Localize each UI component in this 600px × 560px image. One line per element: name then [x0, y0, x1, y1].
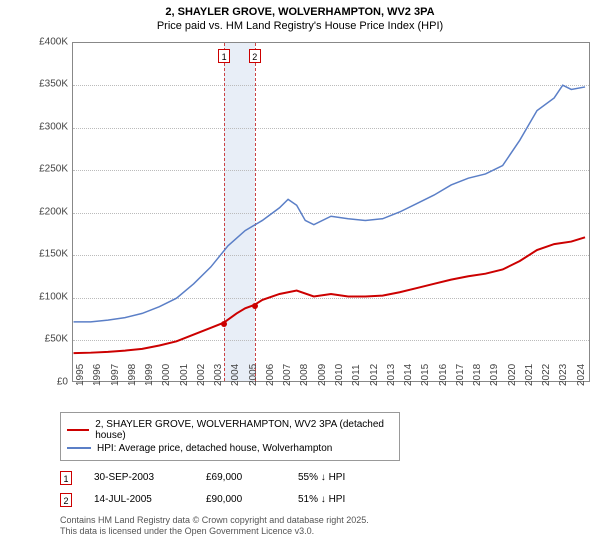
x-axis-label: 2013 — [386, 363, 397, 385]
x-axis-label: 2018 — [472, 363, 483, 385]
events-table: 1 30-SEP-2003 £69,000 55% ↓ HPI 2 14-JUL-2005… — [60, 471, 590, 507]
footer-line: This data is licensed under the Open Gov… — [60, 526, 590, 538]
x-axis-label: 1999 — [144, 363, 155, 385]
x-axis-label: 2015 — [420, 363, 431, 385]
data-point — [221, 321, 227, 327]
legend-label: 2, SHAYLER GROVE, WOLVERHAMPTON, WV2 3PA… — [95, 419, 393, 441]
y-axis-label: £250K — [39, 164, 68, 175]
legend-item-price: 2, SHAYLER GROVE, WOLVERHAMPTON, WV2 3PA… — [67, 419, 393, 441]
x-axis-label: 2003 — [213, 363, 224, 385]
event-number: 1 — [60, 471, 72, 485]
y-axis-label: £100K — [39, 291, 68, 302]
y-axis-label: £50K — [45, 334, 68, 345]
x-axis-label: 2002 — [196, 363, 207, 385]
x-axis-label: 2017 — [455, 363, 466, 385]
event-row: 2 14-JUL-2005 £90,000 51% ↓ HPI — [60, 493, 590, 507]
x-axis-label: 2004 — [230, 363, 241, 385]
chart-lines — [73, 43, 589, 381]
x-axis-label: 2021 — [524, 363, 535, 385]
footer-line: Contains HM Land Registry data © Crown c… — [60, 515, 590, 527]
x-axis-label: 2022 — [541, 363, 552, 385]
event-number: 2 — [60, 493, 72, 507]
x-axis-label: 2019 — [489, 363, 500, 385]
event-marker: 1 — [218, 49, 230, 63]
x-axis-label: 2011 — [351, 364, 362, 386]
y-axis-label: £350K — [39, 79, 68, 90]
x-axis-label: 2023 — [558, 363, 569, 385]
event-row: 1 30-SEP-2003 £69,000 55% ↓ HPI — [60, 471, 590, 485]
x-axis-label: 2005 — [248, 363, 259, 385]
series-line — [74, 237, 586, 353]
y-axis-label: £200K — [39, 206, 68, 217]
x-axis-label: 2010 — [334, 363, 345, 385]
x-axis-label: 2014 — [403, 363, 414, 385]
x-axis-label: 2000 — [161, 363, 172, 385]
y-axis-label: £300K — [39, 121, 68, 132]
event-delta: 51% ↓ HPI — [298, 494, 345, 505]
x-axis-label: 2006 — [265, 363, 276, 385]
x-axis-label: 2008 — [299, 363, 310, 385]
chart-title: 2, SHAYLER GROVE, WOLVERHAMPTON, WV2 3PA — [10, 5, 590, 19]
x-axis-label: 2009 — [317, 363, 328, 385]
series-line — [74, 85, 586, 322]
x-axis-label: 1995 — [75, 363, 86, 385]
chart-area: £0£50K£100K£150K£200K£250K£300K£350K£400… — [30, 42, 590, 402]
event-price: £69,000 — [206, 472, 276, 483]
x-axis-label: 2024 — [576, 363, 587, 385]
footer-attribution: Contains HM Land Registry data © Crown c… — [60, 515, 590, 538]
event-date: 30-SEP-2003 — [94, 472, 184, 483]
data-point — [252, 303, 258, 309]
x-axis-label: 2001 — [179, 363, 190, 385]
legend-item-hpi: HPI: Average price, detached house, Wolv… — [67, 443, 393, 454]
legend-label: HPI: Average price, detached house, Wolv… — [97, 443, 332, 454]
legend-swatch — [67, 447, 91, 449]
legend-box: 2, SHAYLER GROVE, WOLVERHAMPTON, WV2 3PA… — [60, 412, 400, 461]
event-date: 14-JUL-2005 — [94, 494, 184, 505]
y-axis-label: £150K — [39, 249, 68, 260]
event-price: £90,000 — [206, 494, 276, 505]
x-axis-label: 2012 — [369, 363, 380, 385]
x-axis-label: 1998 — [127, 363, 138, 385]
x-axis-label: 1997 — [110, 363, 121, 385]
y-axis-label: £0 — [57, 376, 68, 387]
x-axis-label: 1996 — [92, 363, 103, 385]
y-axis-label: £400K — [39, 36, 68, 47]
event-delta: 55% ↓ HPI — [298, 472, 345, 483]
x-axis-label: 2016 — [438, 363, 449, 385]
chart-subtitle: Price paid vs. HM Land Registry's House … — [10, 19, 590, 33]
legend-swatch — [67, 429, 89, 431]
plot-region: 12 — [72, 42, 590, 382]
x-axis-label: 2020 — [507, 363, 518, 385]
x-axis-label: 2007 — [282, 363, 293, 385]
event-marker: 2 — [249, 49, 261, 63]
